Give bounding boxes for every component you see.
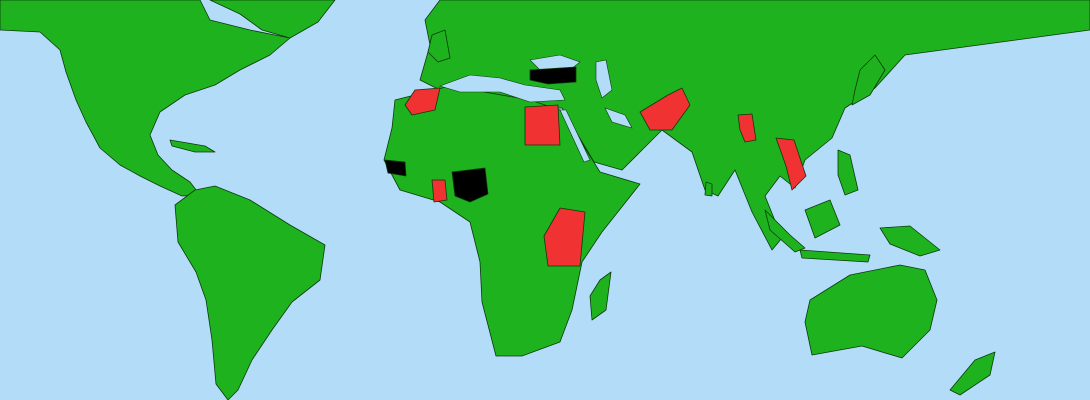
- country-kenya-tanzania[interactable]: [543, 207, 586, 267]
- greenland: [209, 0, 336, 39]
- country-morocco[interactable]: [404, 87, 441, 116]
- highlighted-countries: [384, 66, 807, 267]
- uk-ireland: [427, 29, 451, 63]
- country-ghana[interactable]: [431, 179, 448, 203]
- country-myanmar[interactable]: [737, 113, 757, 143]
- black-sea: [529, 54, 581, 71]
- country-turkey[interactable]: [529, 66, 577, 85]
- mediterranean-sea: [439, 74, 566, 103]
- philippines: [837, 149, 859, 196]
- sri-lanka: [704, 181, 713, 197]
- south-america: [174, 185, 326, 400]
- caspian-sea: [595, 59, 613, 99]
- inland-seas: [439, 54, 633, 163]
- country-nigeria[interactable]: [451, 167, 489, 203]
- country-vietnam[interactable]: [775, 137, 807, 191]
- japan: [851, 54, 886, 106]
- persian-gulf: [604, 107, 633, 129]
- madagascar: [589, 271, 612, 321]
- red-sea: [559, 109, 591, 163]
- country-egypt[interactable]: [524, 104, 561, 146]
- country-senegal[interactable]: [384, 159, 407, 177]
- north-america: [0, 0, 291, 197]
- caribbean-island: [169, 139, 216, 153]
- borneo: [804, 199, 841, 239]
- new-zealand: [949, 351, 996, 396]
- java-islands: [799, 249, 871, 263]
- australia: [804, 264, 938, 359]
- new-guinea: [879, 225, 941, 257]
- country-pakistan[interactable]: [639, 87, 691, 131]
